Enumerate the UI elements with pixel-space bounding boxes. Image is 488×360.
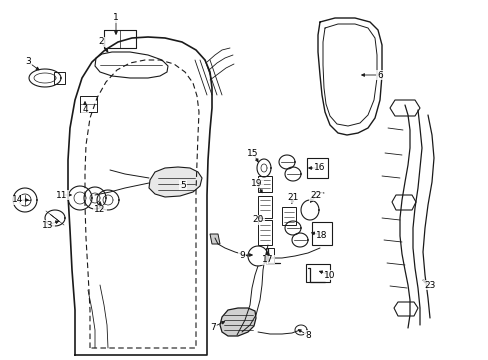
- Polygon shape: [311, 222, 331, 245]
- Polygon shape: [95, 52, 168, 78]
- Text: 2: 2: [98, 37, 103, 46]
- Text: 3: 3: [25, 58, 31, 67]
- Polygon shape: [54, 72, 65, 84]
- Text: 4: 4: [82, 105, 88, 114]
- Text: 17: 17: [262, 256, 273, 265]
- Text: 23: 23: [424, 280, 435, 289]
- Polygon shape: [220, 308, 256, 336]
- Text: 21: 21: [287, 194, 298, 202]
- Polygon shape: [209, 234, 220, 244]
- Polygon shape: [282, 207, 295, 225]
- Polygon shape: [258, 220, 271, 245]
- Text: 19: 19: [251, 179, 262, 188]
- Polygon shape: [80, 96, 97, 112]
- Text: 7: 7: [210, 323, 215, 332]
- Text: 15: 15: [247, 148, 258, 158]
- Polygon shape: [306, 158, 327, 178]
- Polygon shape: [389, 100, 419, 116]
- Polygon shape: [258, 176, 271, 192]
- Polygon shape: [258, 196, 271, 218]
- Polygon shape: [391, 195, 415, 210]
- Text: 20: 20: [252, 216, 263, 225]
- Polygon shape: [265, 248, 273, 264]
- Polygon shape: [305, 264, 329, 282]
- Text: 10: 10: [324, 270, 335, 279]
- Text: 1: 1: [113, 13, 119, 22]
- Polygon shape: [393, 302, 417, 316]
- Text: 14: 14: [12, 195, 23, 204]
- Text: 12: 12: [94, 206, 105, 215]
- Text: 13: 13: [42, 220, 54, 230]
- Text: 9: 9: [239, 251, 244, 260]
- Text: 8: 8: [305, 330, 310, 339]
- Text: 22: 22: [310, 192, 321, 201]
- Polygon shape: [149, 167, 202, 197]
- Text: 18: 18: [316, 230, 327, 239]
- Text: 5: 5: [180, 180, 185, 189]
- Text: 16: 16: [314, 163, 325, 172]
- Text: 11: 11: [56, 190, 68, 199]
- Text: 6: 6: [376, 71, 382, 80]
